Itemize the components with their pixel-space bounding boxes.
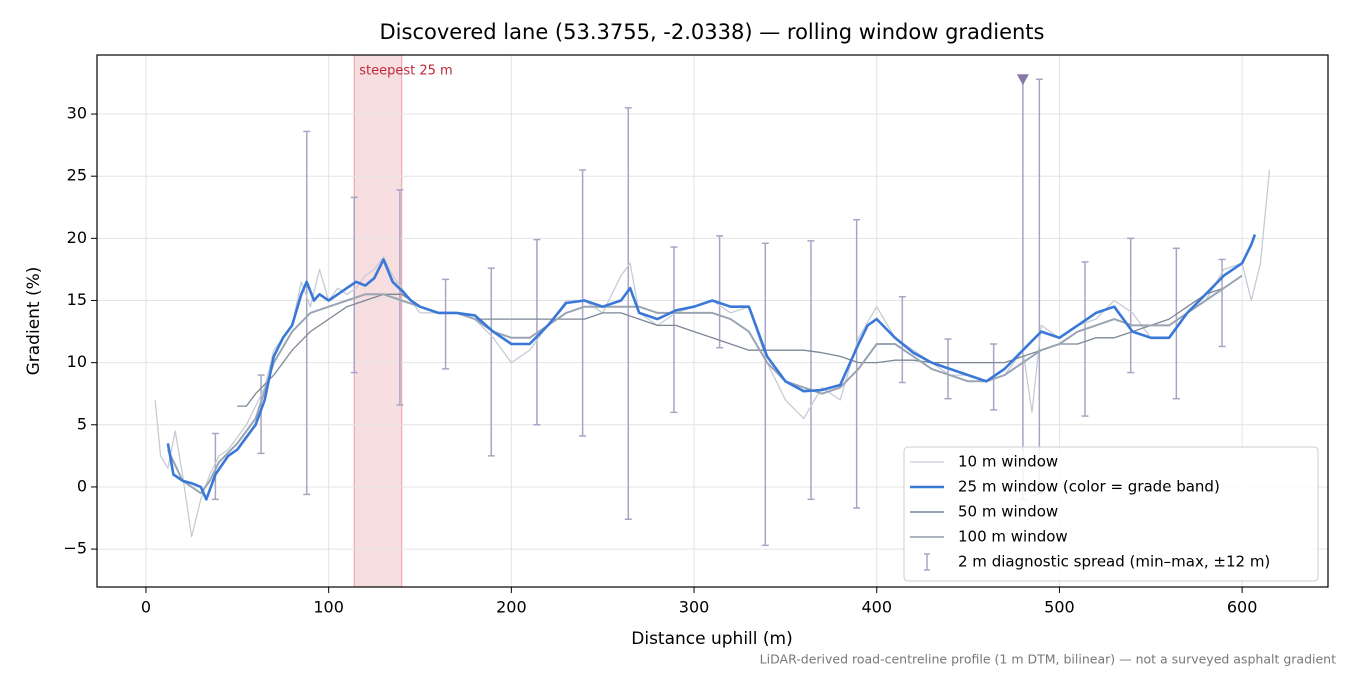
x-axis-label: Distance uphill (m) <box>631 629 792 649</box>
series-line <box>166 234 1257 501</box>
x-tick-label: 100 <box>313 598 344 617</box>
y-axis-label: Gradient (%) <box>24 267 44 376</box>
y-tick-label: 0 <box>77 476 87 495</box>
legend-label: 2 m diagnostic spread (min–max, ±12 m) <box>958 553 1270 571</box>
footnote: LiDAR-derived road-centreline profile (1… <box>760 652 1336 667</box>
chart-title: Discovered lane (53.3755, -2.0338) — rol… <box>380 20 1045 44</box>
legend-label: 10 m window <box>958 453 1058 471</box>
legend-label: 25 m window (color = grade band) <box>958 478 1220 496</box>
y-tick-label: 20 <box>67 228 87 247</box>
plot-frame <box>96 54 1329 588</box>
y-tick-label: 30 <box>67 104 87 123</box>
x-tick-label: 600 <box>1227 598 1258 617</box>
y-tick-label: 15 <box>67 290 87 309</box>
legend-label: 100 m window <box>958 528 1068 546</box>
y-tick-label: 5 <box>77 414 87 433</box>
x-tick-label: 400 <box>861 598 892 617</box>
series-line <box>166 274 1243 495</box>
x-tick-label: 300 <box>679 598 710 617</box>
y-tick-label: 25 <box>67 166 87 185</box>
y-tick-label: −5 <box>63 539 87 558</box>
span-label: steepest 25 m <box>359 64 452 79</box>
highlight-span <box>353 54 403 588</box>
legend-label: 50 m window <box>958 503 1058 521</box>
clip-marker <box>1016 74 1029 86</box>
y-tick-label: 10 <box>67 352 87 371</box>
legend-box <box>903 446 1319 582</box>
x-tick-label: 0 <box>141 598 151 617</box>
x-tick-label: 200 <box>496 598 527 617</box>
x-tick-label: 500 <box>1044 598 1075 617</box>
